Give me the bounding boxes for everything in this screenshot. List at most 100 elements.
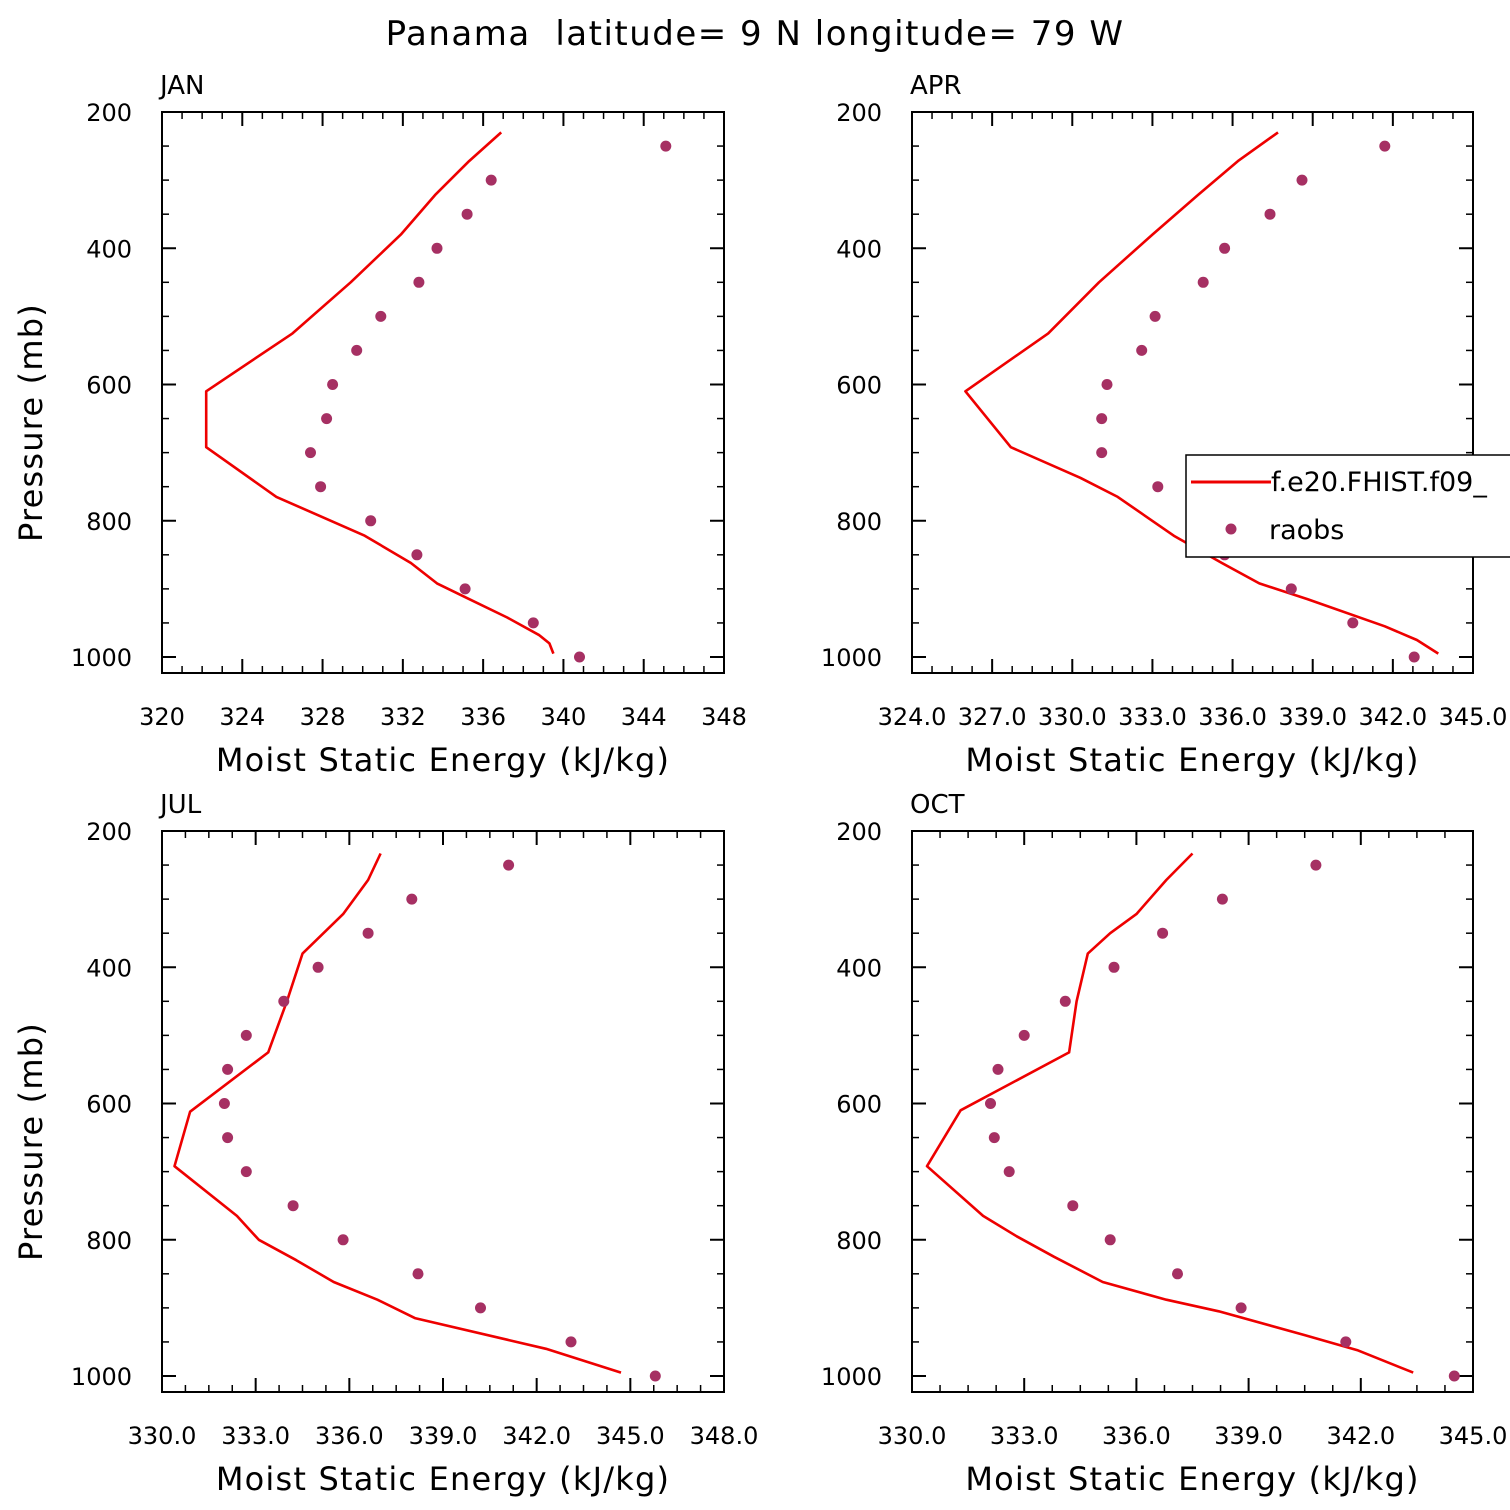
x-tick-label: 342.0 xyxy=(1358,703,1427,731)
x-tick-label: 336.0 xyxy=(1198,703,1267,731)
obs-point xyxy=(1003,1166,1015,1178)
obs-point xyxy=(574,651,585,663)
obs-point xyxy=(375,310,387,322)
y-tick-label: 600 xyxy=(86,372,132,400)
x-tick-label: 342.0 xyxy=(1326,1422,1395,1450)
y-tick-label: 1000 xyxy=(821,1363,882,1391)
y-tick-label: 800 xyxy=(86,508,132,536)
legend-model-label: f.e20.FHIST.f09_ xyxy=(1271,467,1487,498)
obs-point xyxy=(475,1302,486,1314)
obs-point xyxy=(337,1234,349,1246)
series-line-model xyxy=(204,131,555,655)
x-tick-label: 336 xyxy=(460,703,506,731)
y-tick-label: 1000 xyxy=(71,644,132,672)
obs-point xyxy=(985,1098,996,1109)
obs-point xyxy=(1149,310,1161,322)
x-tick-label: 330.0 xyxy=(1038,703,1107,731)
obs-point xyxy=(351,344,363,356)
y-tick-label: 400 xyxy=(836,954,882,982)
obs-point xyxy=(503,859,515,871)
x-tick-label: 333.0 xyxy=(990,1422,1059,1450)
obs-point xyxy=(411,549,423,561)
x-tick-label: 342.0 xyxy=(502,1422,571,1450)
obs-point xyxy=(406,893,418,905)
series-line-model xyxy=(173,852,622,1374)
obs-point xyxy=(1216,893,1228,905)
y-tick-label: 200 xyxy=(86,99,132,127)
panel-oct: OCT 330.0 333.0 336.0 339.0 342.0 345.0 200 400 6… xyxy=(821,790,1507,1498)
obs-point xyxy=(1096,413,1108,425)
y-tick-label: 600 xyxy=(86,1091,132,1119)
x-tick-label: 333.0 xyxy=(1118,703,1187,731)
obs-point xyxy=(649,1370,661,1382)
obs-point xyxy=(660,140,672,152)
y-axis-label: Pressure (mb) xyxy=(12,303,50,542)
obs-point xyxy=(459,583,471,595)
obs-point xyxy=(988,1132,1000,1144)
panel-apr: APR 324.0 327.0 330.0 333.0 336.0 339.0 342.0 34… xyxy=(821,71,1507,779)
x-tick-label: 324 xyxy=(219,703,265,731)
obs-point xyxy=(1448,1370,1460,1382)
y-tick-label: 1000 xyxy=(821,644,882,672)
plot-area xyxy=(204,131,672,663)
obs-point xyxy=(218,1098,230,1109)
x-axis-label: Moist Static Energy (kJ/kg) xyxy=(965,741,1419,779)
panel-jan: JAN 320 324 328 332 336 340 344 348 200 400 600 800 1… xyxy=(12,71,747,779)
y-tick-label: 400 xyxy=(86,235,132,263)
obs-point xyxy=(222,1132,234,1144)
obs-point xyxy=(287,1200,299,1212)
y-tick-label: 800 xyxy=(836,508,882,536)
obs-point xyxy=(1108,961,1120,973)
y-tick-label: 600 xyxy=(836,1091,882,1119)
plot-frame xyxy=(161,111,725,674)
obs-point xyxy=(1340,1336,1352,1348)
x-tick-label: 336.0 xyxy=(315,1422,384,1450)
panels: JAN 320 324 328 332 336 340 344 348 200 400 600 800 1… xyxy=(12,71,1507,1498)
x-tick-label: 345.0 xyxy=(1439,1422,1508,1450)
obs-point xyxy=(327,379,339,390)
x-tick-label: 333.0 xyxy=(221,1422,290,1450)
x-axis-label: Moist Static Energy (kJ/kg) xyxy=(216,741,670,779)
obs-point xyxy=(312,961,324,973)
obs-point xyxy=(431,242,443,254)
x-tick-label: 348 xyxy=(701,703,747,731)
obs-point xyxy=(1408,651,1420,663)
panel-label: JAN xyxy=(158,71,204,101)
obs-point xyxy=(1379,140,1391,152)
y-tick-label: 200 xyxy=(86,818,132,846)
obs-point xyxy=(1197,276,1209,288)
x-tick-label: 345.0 xyxy=(596,1422,665,1450)
y-tick-label: 200 xyxy=(836,99,882,127)
obs-point xyxy=(1285,583,1297,595)
obs-point xyxy=(365,515,377,527)
obs-point xyxy=(321,413,333,425)
x-tick-label: 345.0 xyxy=(1439,703,1508,731)
plot-frame xyxy=(911,830,1474,1393)
obs-point xyxy=(1347,617,1359,629)
obs-point xyxy=(485,174,497,186)
x-tick-label: 330.0 xyxy=(878,1422,947,1450)
y-tick-label: 600 xyxy=(836,372,882,400)
series-line-model xyxy=(964,131,1439,655)
x-tick-label: 340 xyxy=(541,703,587,731)
obs-point xyxy=(1172,1268,1183,1280)
panel-label: OCT xyxy=(910,790,965,820)
y-axis-label: Pressure (mb) xyxy=(12,1022,50,1261)
y-tick-label: 400 xyxy=(86,954,132,982)
legend: f.e20.FHIST.f09_ raobs xyxy=(1185,454,1510,558)
x-tick-label: 320 xyxy=(139,703,185,731)
obs-point xyxy=(1219,242,1231,254)
obs-point xyxy=(240,1029,252,1041)
obs-point xyxy=(412,1268,424,1280)
y-tick-label: 800 xyxy=(836,1227,882,1255)
obs-point xyxy=(1101,379,1113,390)
x-tick-label: 348.0 xyxy=(690,1422,759,1450)
obs-point xyxy=(278,995,290,1007)
legend-dot-swatch xyxy=(1225,523,1237,535)
x-tick-label: 336.0 xyxy=(1102,1422,1171,1450)
plot-area xyxy=(173,852,661,1382)
obs-point xyxy=(1067,1200,1079,1212)
obs-point xyxy=(1096,447,1108,459)
obs-point xyxy=(1310,859,1322,871)
figure-title: Panama latitude= 9 N longitude= 79 W xyxy=(386,14,1125,54)
